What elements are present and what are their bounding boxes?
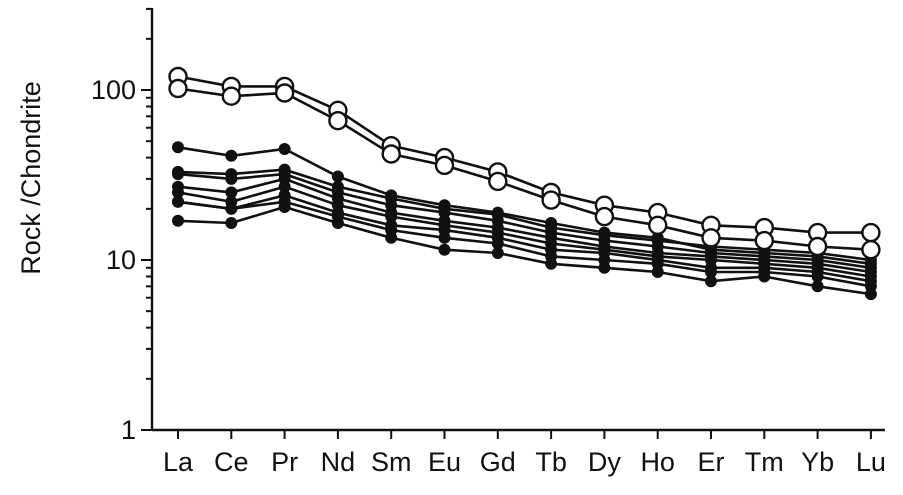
- series-line-7: [177, 185, 872, 278]
- x-tick-label-tm: Tm: [745, 447, 784, 477]
- x-tick-label-ho: Ho: [640, 447, 675, 477]
- filled-point-s3-nd: [331, 170, 344, 183]
- open-point-s2-ce: [221, 86, 242, 106]
- filled-point-s10-pr: [278, 201, 291, 213]
- x-tick-label-yb: Yb: [801, 447, 834, 477]
- open-point-s2-tb: [541, 190, 561, 210]
- x-tick-label-dy: Dy: [588, 447, 621, 477]
- filled-point-s3-la: [172, 141, 184, 154]
- x-tick-label-eu: Eu: [428, 447, 461, 477]
- filled-point-s10-tb: [545, 257, 558, 270]
- filled-point-s3-ce: [225, 149, 238, 162]
- series-markers: [168, 66, 881, 301]
- axes: [141, 7, 885, 439]
- open-point-s2-nd: [328, 110, 348, 131]
- x-tick-label-ce: Ce: [214, 447, 249, 477]
- open-point-s2-er: [701, 228, 721, 248]
- filled-point-s5-la: [172, 168, 184, 181]
- series-line-10: [177, 205, 872, 296]
- open-point-s2-tm: [754, 230, 774, 251]
- open-point-s2-la: [168, 78, 188, 99]
- filled-point-s9-ce: [225, 202, 238, 215]
- x-tick-label-gd: Gd: [480, 447, 516, 477]
- series-line-8: [177, 194, 872, 283]
- filled-point-s10-nd: [331, 217, 344, 229]
- open-point-s2-gd: [488, 171, 508, 192]
- series-line-3: [177, 146, 872, 266]
- x-tick-label-la: La: [163, 447, 194, 477]
- series-line-5: [177, 172, 872, 270]
- x-tick-label-nd: Nd: [321, 447, 356, 477]
- open-point-s2-ho: [648, 215, 668, 236]
- x-tick-label-tb: Tb: [535, 447, 567, 477]
- filled-point-s10-la: [172, 214, 184, 227]
- open-point-s1-lu: [861, 222, 881, 243]
- y-tick-label: 100: [91, 75, 136, 105]
- filled-point-s9-la: [172, 195, 184, 208]
- series-line-9: [177, 200, 872, 288]
- filled-point-s10-eu: [438, 243, 451, 256]
- series-line-6: [177, 177, 872, 274]
- filled-point-s10-lu: [864, 288, 877, 301]
- filled-point-s3-pr: [278, 143, 291, 155]
- x-tick-label-sm: Sm: [371, 447, 412, 477]
- open-point-s2-eu: [434, 155, 455, 176]
- filled-point-s10-gd: [491, 247, 504, 259]
- x-tick-label-lu: Lu: [856, 447, 886, 477]
- filled-point-s10-yb: [811, 280, 824, 293]
- x-tick-label-pr: Pr: [271, 447, 298, 477]
- x-tick-label-er: Er: [698, 447, 725, 477]
- open-point-s2-sm: [381, 144, 401, 164]
- filled-point-s10-ho: [651, 266, 664, 278]
- filled-point-s9-eu: [438, 231, 451, 244]
- axis-labels: 1 10 100 La Ce Pr Nd Sm Eu Gd Tb Dy Ho Er Tm Yb Lu: [91, 75, 886, 477]
- filled-point-s10-tm: [758, 270, 771, 283]
- open-point-s2-pr: [274, 83, 295, 103]
- filled-point-s5-ce: [225, 172, 238, 185]
- y-axis-title: Rock /Chondrite: [16, 81, 46, 275]
- filled-point-s10-sm: [385, 231, 398, 244]
- open-point-s2-yb: [807, 236, 828, 257]
- filled-point-s10-dy: [598, 261, 611, 274]
- open-point-s2-lu: [861, 239, 881, 260]
- filled-point-s10-ce: [225, 217, 238, 229]
- y-tick-label: 1: [121, 415, 136, 445]
- series-line-4: [177, 168, 872, 262]
- filled-point-s10-er: [705, 275, 717, 288]
- open-point-s2-dy: [594, 206, 615, 227]
- y-tick-label: 10: [106, 245, 136, 275]
